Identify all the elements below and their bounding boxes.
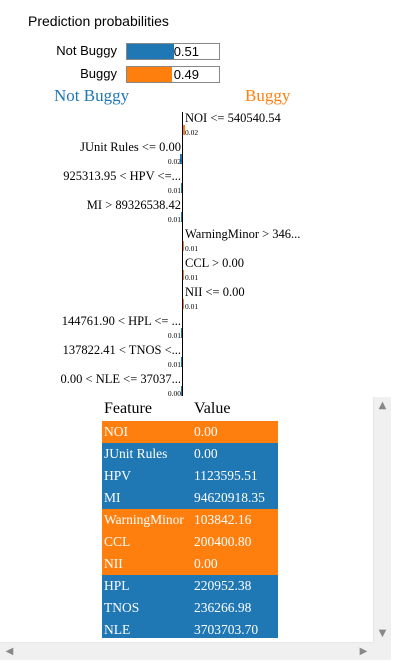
feature-weight-bar	[181, 328, 182, 338]
feature-weight-bar	[181, 212, 182, 222]
feature-value-cell: 103842.16	[194, 512, 252, 527]
table-row: TNOS 236266.98	[102, 597, 278, 619]
proba-value-not-buggy: 0.51	[173, 44, 199, 59]
feature-value-table: Feature Value NOI 0.00 JUnit Rules 0.00 HPV 1…	[102, 398, 278, 638]
feature-value-cell: 200400.80	[194, 534, 252, 549]
table-row: WarningMinor 103842.16	[102, 509, 278, 531]
table-row: NII 0.00	[102, 553, 278, 575]
horizontal-scrollbar[interactable]: ◀ ▶	[0, 642, 391, 660]
feature-name-cell: NOI	[104, 424, 128, 439]
feature-name-cell: HPL	[104, 578, 130, 593]
proba-value-buggy: 0.49	[173, 67, 199, 82]
feature-weight-bar	[181, 386, 182, 396]
feature-weight-value: 0.01	[167, 331, 181, 340]
feature-weight-bar	[181, 357, 182, 367]
arrow-right-icon[interactable]: ▶	[359, 646, 368, 657]
table-row: JUnit Rules 0.00	[102, 443, 278, 465]
feature-name-cell: MI	[104, 490, 121, 505]
feature-weight-bar	[183, 270, 184, 280]
feature-weight-bar	[183, 299, 184, 309]
table-row: MI 94620918.35	[102, 487, 278, 509]
feature-name-cell: JUnit Rules	[104, 446, 168, 461]
feature-value-cell: 220952.38	[194, 578, 252, 593]
arrow-down-icon[interactable]: ▼	[378, 628, 387, 639]
feature-condition-label: 137822.41 < TNOS <...	[62, 343, 181, 357]
feature-table-container: Feature Value NOI 0.00 JUnit Rules 0.00 HPV 1…	[102, 398, 392, 638]
prediction-probabilities-title: Prediction probabilities	[28, 13, 169, 29]
arrow-left-icon[interactable]: ◀	[5, 646, 14, 657]
feature-condition-label: MI > 89326538.42	[86, 198, 181, 212]
feature-weight-value: 0.00	[167, 389, 181, 398]
feature-value-cell: 0.00	[194, 446, 218, 461]
positive-class-label: Buggy	[245, 86, 291, 105]
feature-weight-value: 0.01	[185, 302, 199, 311]
proba-label-buggy: Buggy	[80, 66, 117, 81]
feature-weight-bar	[180, 154, 182, 164]
table-row: HPV 1123595.51	[102, 465, 278, 487]
feature-condition-label: 144761.90 < HPL <= ...	[61, 314, 181, 328]
feature-weight-value: 0.01	[167, 186, 181, 195]
feature-weight-bar	[181, 183, 182, 193]
feature-name-cell: TNOS	[104, 600, 140, 615]
proba-fill-not-buggy	[127, 44, 174, 59]
proba-bar-not-buggy: 0.51	[126, 43, 220, 60]
feature-name-cell: CCL	[104, 534, 131, 549]
feature-weight-value: 0.02	[167, 157, 181, 166]
feature-condition-label: 0.00 < NLE <= 37037...	[60, 372, 181, 386]
feature-value-cell: 0.00	[194, 424, 218, 439]
feature-condition-label: WarningMinor > 346...	[185, 227, 301, 241]
feature-value-cell: 3703703.70	[194, 622, 259, 637]
feature-value-cell: 0.00	[194, 556, 218, 571]
feature-weight-value: 0.01	[167, 215, 181, 224]
negative-class-label: Not Buggy	[54, 86, 130, 105]
feature-name-cell: WarningMinor	[104, 512, 184, 527]
feature-value-cell: 1123595.51	[194, 468, 258, 483]
table-row: NLE 3703703.70	[102, 619, 278, 638]
table-row: NOI 0.00	[102, 421, 278, 443]
proba-label-not-buggy: Not Buggy	[56, 43, 117, 58]
feature-weight-value: 0.01	[185, 244, 199, 253]
proba-fill-buggy	[127, 67, 173, 82]
feature-weight-bar	[183, 241, 184, 251]
vertical-scrollbar[interactable]: ▲ ▼	[373, 397, 391, 642]
feature-condition-label: NII <= 0.00	[185, 285, 245, 299]
feature-name-cell: NII	[104, 556, 123, 571]
feature-condition-label: NOI <= 540540.54	[185, 111, 281, 125]
explanation-axis	[182, 112, 183, 396]
feature-weight-value: 0.02	[185, 128, 199, 137]
feature-condition-label: CCL > 0.00	[185, 256, 245, 270]
arrow-up-icon[interactable]: ▲	[378, 400, 387, 411]
feature-value-cell: 236266.98	[194, 600, 252, 615]
table-row: HPL 220952.38	[102, 575, 278, 597]
feature-weight-value: 0.01	[185, 273, 199, 282]
feature-name-cell: NLE	[104, 622, 131, 637]
table-header-row: Feature Value	[102, 398, 278, 421]
value-column-header: Value	[194, 400, 231, 417]
table-body: NOI 0.00 JUnit Rules 0.00 HPV 1123595.51 MI 946…	[102, 421, 278, 638]
feature-condition-label: 925313.95 < HPV <=...	[63, 169, 181, 183]
feature-name-cell: HPV	[104, 468, 132, 483]
scrollbar-corner	[373, 642, 391, 660]
proba-bar-buggy: 0.49	[126, 66, 220, 83]
feature-weight-value: 0.01	[167, 360, 181, 369]
feature-weight-bar	[183, 125, 185, 135]
feature-column-header: Feature	[104, 400, 152, 417]
feature-condition-label: JUnit Rules <= 0.00	[80, 140, 181, 154]
table-row: CCL 200400.80	[102, 531, 278, 553]
feature-value-cell: 94620918.35	[194, 490, 265, 505]
